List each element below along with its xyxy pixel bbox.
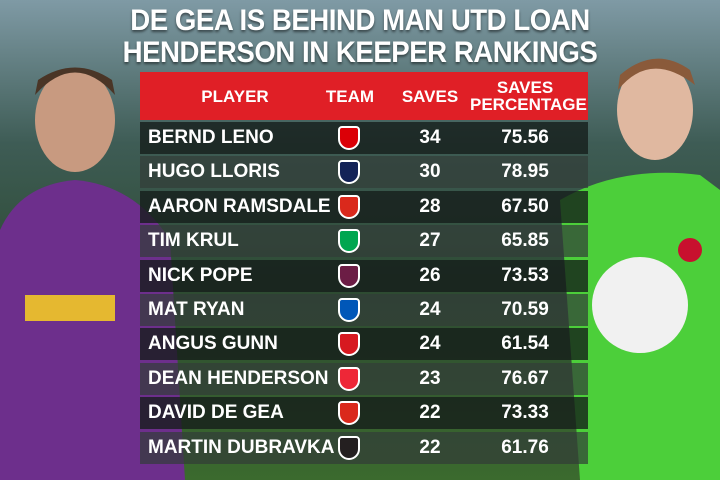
- column-header: PLAYER: [201, 87, 269, 106]
- table-row: DAVID DE GEA 22 73.33: [140, 397, 588, 430]
- player-name: HUGO LLORIS: [148, 161, 280, 183]
- team-crest: [338, 435, 360, 460]
- team-crest: [338, 298, 360, 322]
- table-header: PLAYER TEAM SAVES SAVES PERCENTAGE: [140, 72, 588, 120]
- saves: 30: [419, 161, 441, 183]
- player-name: AARON RAMSDALE: [148, 195, 331, 217]
- saves-percentage: 61.76: [501, 436, 549, 458]
- table-row: NICK POPE 26 73.53: [140, 259, 588, 292]
- table-row: DEAN HENDERSON 23 76.67: [140, 362, 588, 395]
- column-header: TEAM: [325, 87, 375, 106]
- saves-percentage: 65.85: [501, 230, 549, 252]
- table-row: TIM KRUL 27 65.85: [140, 225, 588, 258]
- saves: 34: [419, 127, 441, 148]
- team-crest: [338, 401, 360, 426]
- player-name: ANGUS GUNN: [148, 333, 278, 355]
- column-header: SAVES: [401, 87, 459, 106]
- player-name: MARTIN DUBRAVKA: [148, 436, 335, 458]
- player-name: NICK POPE: [148, 264, 253, 286]
- saves-percentage: 75.56: [501, 127, 549, 148]
- team-crest: [338, 366, 360, 391]
- player-name: BERND LENO: [148, 127, 274, 148]
- table-row: BERND LENO 34 75.56: [140, 122, 588, 154]
- player-name: DAVID DE GEA: [148, 402, 284, 424]
- team-crest: [338, 160, 360, 185]
- table-row: ANGUS GUNN 24 61.54: [140, 328, 588, 361]
- player-name: MAT RYAN: [148, 299, 245, 320]
- saves: 23: [419, 367, 441, 389]
- table-row: MAT RYAN 24 70.59: [140, 294, 588, 326]
- table-row: MARTIN DUBRAVKA 22 61.76: [140, 431, 588, 464]
- saves: 28: [419, 195, 441, 217]
- title-line: DE GEA IS BEHIND MAN UTD LOAN: [130, 4, 590, 37]
- saves: 26: [419, 264, 441, 286]
- column-header: SAVES PERCENTAGE: [470, 78, 587, 114]
- table-row: AARON RAMSDALE 28 67.50: [140, 190, 588, 223]
- saves: 24: [419, 299, 441, 320]
- team-crest: [338, 126, 360, 150]
- table-row: HUGO LLORIS 30 78.95: [140, 156, 588, 189]
- team-crest: [338, 194, 360, 219]
- team-crest: [338, 229, 360, 254]
- saves-percentage: 73.53: [501, 264, 549, 286]
- player-name: TIM KRUL: [148, 230, 239, 252]
- team-crest: [338, 332, 360, 357]
- title-line: HENDERSON IN KEEPER RANKINGS: [122, 36, 598, 69]
- saves-percentage: 78.95: [501, 161, 549, 183]
- team-crest: [338, 263, 360, 288]
- saves: 27: [419, 230, 441, 252]
- player-name: DEAN HENDERSON: [148, 367, 329, 389]
- saves: 22: [419, 402, 441, 424]
- saves-percentage: 73.33: [501, 402, 549, 424]
- saves-percentage: 67.50: [501, 195, 549, 217]
- saves-percentage: 76.67: [501, 367, 549, 389]
- saves-percentage: 70.59: [501, 299, 549, 320]
- saves: 24: [419, 333, 441, 355]
- saves-percentage: 61.54: [501, 333, 549, 355]
- saves: 22: [419, 436, 441, 458]
